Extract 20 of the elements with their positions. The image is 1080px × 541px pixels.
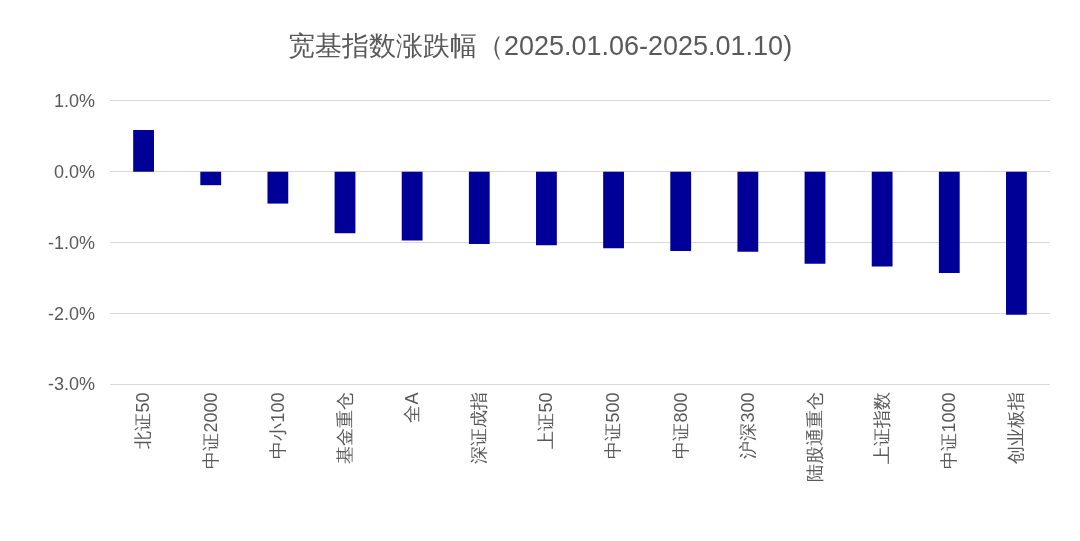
chart-title: 宽基指数涨跌幅（2025.01.06-2025.01.10) (287, 31, 793, 62)
x-tick-label: 中证800 (670, 392, 691, 459)
x-tick-label: 中小100 (267, 392, 288, 459)
y-tick-label: 1.0% (53, 91, 95, 112)
x-tick-label: 北证50 (133, 392, 154, 449)
x-tick-label: 创业板指 (1006, 392, 1027, 465)
x-tick-label: 深证成指 (469, 392, 490, 465)
x-tick-label: 中证2000 (200, 392, 221, 469)
x-tick-label: 上证指数 (871, 392, 892, 465)
x-tick-label: 沪深300 (737, 392, 758, 459)
y-tick-label: -2.0% (47, 303, 95, 324)
x-tick-label: 陆股通重仓 (804, 392, 825, 483)
x-tick-label: 上证50 (536, 392, 557, 449)
y-tick-label: -1.0% (47, 232, 95, 253)
y-tick-label: -3.0% (47, 374, 95, 395)
x-tick-label: 全A (401, 392, 422, 423)
x-tick-label: 中证1000 (939, 392, 960, 469)
x-tick-label: 中证500 (603, 392, 624, 459)
x-tick-label: 基金重仓 (334, 392, 355, 465)
y-tick-label: 0.0% (53, 162, 95, 183)
